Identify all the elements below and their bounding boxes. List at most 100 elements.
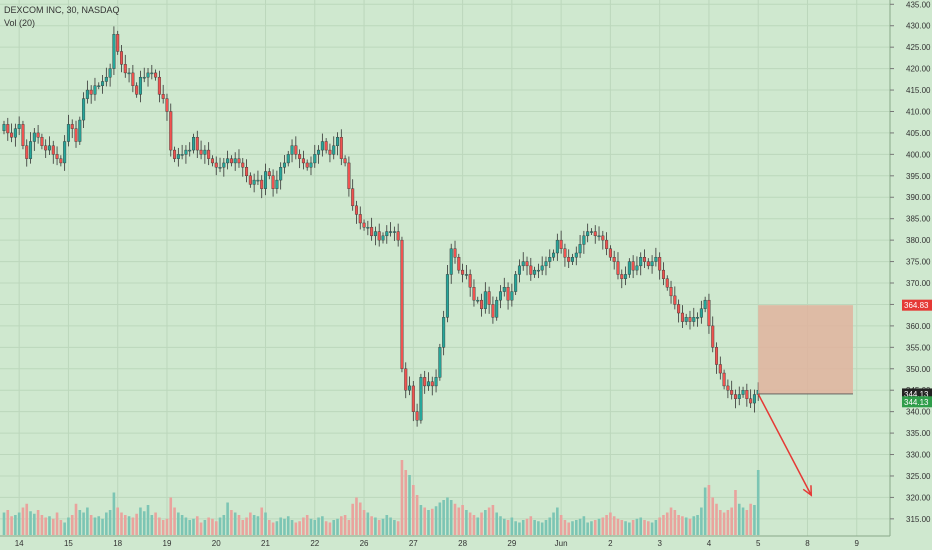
volume-bar: [161, 520, 165, 535]
candle-body: [430, 381, 434, 387]
candle-body: [608, 248, 612, 258]
candle-body: [241, 162, 245, 168]
price-tick-label: 405.00: [906, 129, 931, 138]
price-tick-label: 315.00: [906, 515, 931, 524]
volume-bar: [654, 520, 658, 535]
volume-bar: [112, 492, 116, 535]
candle-body: [461, 269, 465, 275]
volume-bar: [298, 521, 301, 535]
candle-body: [214, 162, 218, 168]
volume-bar: [400, 460, 404, 535]
volume-bar: [628, 522, 631, 535]
volume-bar: [544, 520, 548, 535]
volume-bar: [711, 497, 715, 535]
candle-body: [10, 132, 14, 138]
candle-body: [112, 34, 116, 69]
time-tick-label: 4: [707, 539, 712, 548]
candle-body: [347, 162, 351, 189]
volume-bar: [480, 512, 483, 535]
candle-body: [408, 385, 412, 391]
volume-bar: [669, 507, 673, 535]
candle-body: [631, 261, 635, 271]
drawings: [757, 305, 853, 497]
candle-body: [635, 265, 639, 271]
candle-body: [366, 227, 370, 229]
time-tick-label: 20: [212, 539, 221, 548]
volume-bar: [506, 520, 510, 535]
candle-body: [161, 94, 165, 99]
candle-body: [669, 287, 673, 297]
volume-bar: [377, 520, 381, 535]
candle-body: [138, 76, 142, 95]
candle-body: [180, 154, 184, 156]
candle-body: [624, 274, 628, 279]
volume-bar: [139, 507, 142, 535]
volume-bar: [180, 515, 184, 535]
price-tick-label: 435.00: [906, 0, 931, 9]
volume-bar: [408, 475, 411, 535]
candle-body: [715, 347, 719, 365]
price-tick-label: 370.00: [906, 279, 931, 288]
candle-body: [487, 291, 491, 305]
volume-bar: [741, 507, 745, 535]
candle-body: [301, 158, 305, 164]
candle-body: [267, 171, 271, 177]
candle-body: [468, 274, 472, 288]
candle-body: [157, 76, 161, 95]
volume-bar: [14, 515, 17, 535]
volume-bar: [434, 506, 438, 535]
arrow-line: [757, 393, 812, 496]
volume-bar: [309, 518, 313, 535]
volume-bar: [502, 518, 506, 535]
volume-bar: [525, 518, 529, 535]
volume-bar: [756, 470, 760, 535]
volume-bar: [271, 522, 275, 535]
candle-body: [643, 257, 647, 262]
volume-bar: [696, 515, 699, 535]
volume-bar: [616, 518, 620, 535]
candle-body: [658, 257, 662, 271]
candle-body: [684, 317, 688, 322]
candle-body: [324, 141, 328, 151]
volume-bar: [574, 520, 578, 535]
candle-body: [711, 325, 715, 348]
volume-bar: [510, 517, 514, 535]
volume-bar: [582, 516, 586, 535]
candle-body: [726, 385, 730, 391]
volume-bar: [457, 507, 461, 535]
candle-body: [286, 154, 290, 164]
candle-body: [586, 231, 590, 237]
volume-bar: [173, 507, 176, 535]
candle-body: [146, 72, 150, 78]
volume-bar: [33, 513, 36, 535]
candle-body: [533, 269, 537, 275]
price-tick-label: 420.00: [906, 65, 931, 74]
candle-body: [188, 149, 192, 152]
candle-body: [677, 304, 681, 314]
volume-bar: [158, 517, 161, 535]
target-zone-box: [758, 305, 853, 394]
volume-bar: [707, 485, 711, 535]
candle-body: [495, 299, 499, 318]
candle-body: [370, 227, 374, 237]
volume-bar: [290, 520, 294, 535]
candle-body: [218, 167, 222, 169]
volume-bar: [556, 507, 559, 535]
volume-bar: [381, 518, 385, 535]
price-label-text: 344.13: [904, 390, 929, 399]
volume-bar: [86, 507, 89, 535]
candle-body: [411, 385, 415, 412]
volume-bar: [540, 522, 544, 535]
price-tick-label: 325.00: [906, 472, 931, 481]
volume-bar: [211, 518, 214, 535]
candle-body: [173, 149, 177, 159]
candle-body: [123, 64, 127, 74]
price-tick-label: 335.00: [906, 429, 931, 438]
candle-body: [593, 231, 597, 237]
volume-bar: [518, 522, 521, 535]
time-tick-label: 5: [756, 539, 761, 548]
candle-body: [13, 128, 17, 138]
volume-bar: [438, 502, 442, 535]
